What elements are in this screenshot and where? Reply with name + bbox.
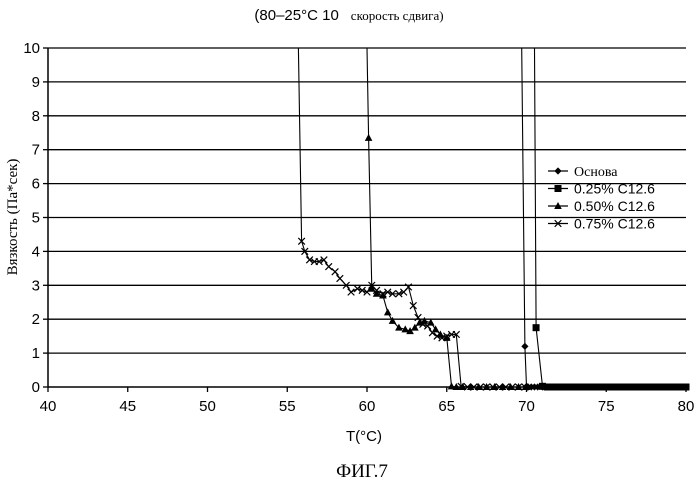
series-2-point-5 <box>555 384 562 391</box>
series-2-point-22 <box>663 384 670 391</box>
x-tick-label-45: 45 <box>119 398 136 415</box>
series-2-point-24 <box>676 384 683 391</box>
legend-label-3: 0.50% C12.6 <box>574 198 655 214</box>
series-4 <box>298 48 528 390</box>
series-2-point-3 <box>544 384 551 391</box>
y-tick-label-7: 7 <box>32 142 40 159</box>
y-tick-label-2: 2 <box>32 311 40 328</box>
y-axis-label: Вязкость (Па*сек) <box>5 159 21 276</box>
series-2-point-13 <box>606 384 613 391</box>
legend-marker-2 <box>555 185 562 192</box>
series-4-point-9 <box>337 275 344 282</box>
y-tick-label-9: 9 <box>32 74 40 91</box>
series-2-point-8 <box>574 384 581 391</box>
y-tick-label-1: 1 <box>32 345 40 362</box>
series-2-point-6 <box>561 384 568 391</box>
x-tick-label-80: 80 <box>678 398 695 415</box>
chart-title-part1: (80–25°C 10 <box>254 7 338 24</box>
y-tick-label-6: 6 <box>32 176 40 193</box>
x-tick-label-65: 65 <box>438 398 455 415</box>
series-4-point-27 <box>429 329 436 336</box>
series-2-point-25 <box>683 384 690 391</box>
series-2-point-12 <box>600 384 607 391</box>
series-3-point-6 <box>389 317 397 324</box>
series-2-point-21 <box>657 384 664 391</box>
series-2-point-19 <box>644 384 651 391</box>
x-tick-labels: 40 45 50 55 60 65 70 75 80 <box>40 387 695 415</box>
legend: Основа0.25% C12.60.50% C12.6 0.75% C12.6 <box>548 165 655 232</box>
series-4-point-8 <box>332 268 339 275</box>
series-2-point-20 <box>651 384 658 391</box>
legend-label-2: 0.25% C12.6 <box>574 181 655 197</box>
series-3 <box>365 48 531 390</box>
series-3-point-1 <box>365 134 373 141</box>
x-tick-label-60: 60 <box>359 398 376 415</box>
legend-marker-1 <box>554 167 561 174</box>
y-tick-label-0: 0 <box>32 379 40 396</box>
series-2-point-17 <box>631 384 638 391</box>
legend-label-4: 0.75% C12.6 <box>574 216 655 232</box>
series-2-point-14 <box>612 384 619 391</box>
y-tick-label-4: 4 <box>32 243 40 260</box>
series-2-point-23 <box>670 384 677 391</box>
series-2-point-7 <box>568 384 575 391</box>
series-2-point-18 <box>638 384 645 391</box>
y-tick-label-8: 8 <box>32 108 40 125</box>
x-tick-label-40: 40 <box>40 398 57 415</box>
series-2-point-16 <box>625 384 632 391</box>
series-4-point-11 <box>348 289 355 296</box>
y-tick-label-3: 3 <box>32 277 40 294</box>
x-axis-label: T(°C) <box>346 428 382 445</box>
y-tick-label-10: 10 <box>23 40 40 57</box>
x-tick-label-70: 70 <box>518 398 535 415</box>
series-2-point-9 <box>580 384 587 391</box>
series-2-point-1 <box>533 324 540 331</box>
x-tick-label-50: 50 <box>199 398 216 415</box>
chart-title-part2: скорость сдвига) <box>351 8 444 23</box>
legend-label-1: Основа <box>574 165 618 180</box>
chart-title: (80–25°C 10 скорость сдвига) <box>254 7 443 24</box>
y-tick-label-5: 5 <box>32 210 40 227</box>
series-4-point-7 <box>325 263 332 270</box>
series-1-point-1 <box>521 343 528 350</box>
series-2-point-11 <box>593 384 600 391</box>
series-2-point-15 <box>619 384 626 391</box>
y-tick-labels: 0 1 2 3 4 5 6 7 8 9 10 <box>23 40 48 396</box>
x-tick-label-55: 55 <box>279 398 296 415</box>
figure-caption: ФИГ.7 <box>336 461 388 482</box>
x-tick-label-75: 75 <box>598 398 615 415</box>
series-3-point-5 <box>384 308 392 315</box>
series-2-point-10 <box>587 384 594 391</box>
